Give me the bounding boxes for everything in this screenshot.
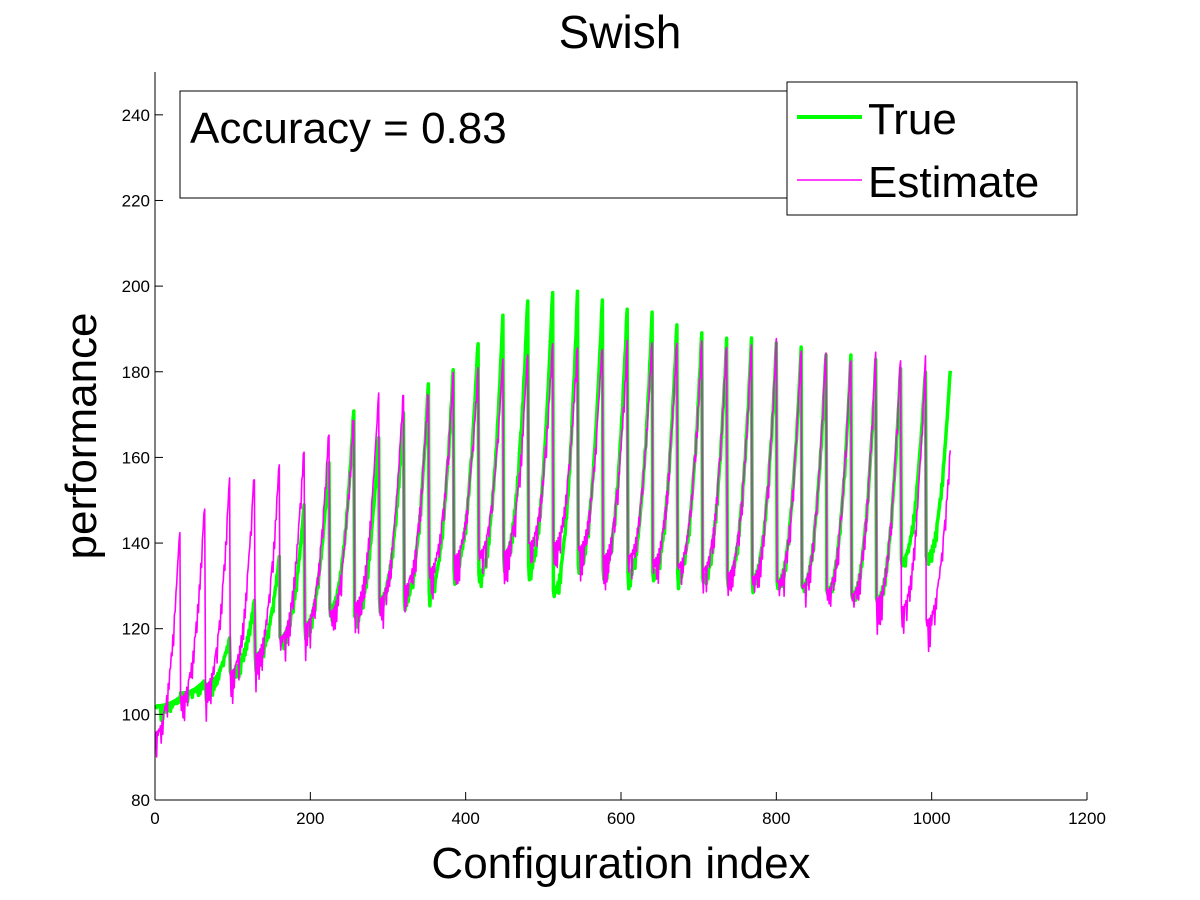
series-line-estimate — [155, 337, 952, 758]
x-tick-label: 200 — [296, 809, 324, 828]
y-tick-label: 100 — [122, 705, 150, 724]
y-tick-label: 140 — [122, 534, 150, 553]
chart-title: Swish — [559, 6, 682, 58]
y-tick-label: 180 — [122, 363, 150, 382]
x-tick-label: 800 — [762, 809, 790, 828]
legend-box — [786, 81, 1078, 216]
series-layer — [154, 289, 953, 758]
y-axis-title: performance — [57, 312, 106, 559]
y-tick-label: 220 — [122, 191, 150, 210]
x-axis-ticks: 0 200 400 600 800 1000 1200 — [150, 792, 1106, 828]
y-tick-label: 200 — [122, 277, 150, 296]
legend: True Estimate — [786, 81, 1078, 216]
x-axis-title: Configuration index — [431, 839, 810, 888]
y-tick-label: 120 — [122, 620, 150, 639]
x-tick-label: 0 — [150, 809, 159, 828]
annotation-box — [179, 90, 793, 199]
x-tick-label: 400 — [451, 809, 479, 828]
x-tick-label: 600 — [607, 809, 635, 828]
legend-true-label: True — [868, 95, 957, 144]
y-tick-label: 80 — [131, 791, 150, 810]
y-axis-ticks: 80 100 120 140 160 180 200 220 240 — [122, 106, 163, 810]
y-tick-label: 160 — [122, 448, 150, 467]
accuracy-annotation: Accuracy = 0.83 — [179, 90, 793, 199]
legend-estimate-label: Estimate — [868, 158, 1039, 207]
annotation-text: Accuracy = 0.83 — [190, 104, 507, 153]
x-tick-label: 1200 — [1068, 809, 1106, 828]
x-tick-label: 1000 — [913, 809, 951, 828]
y-tick-label: 240 — [122, 106, 150, 125]
